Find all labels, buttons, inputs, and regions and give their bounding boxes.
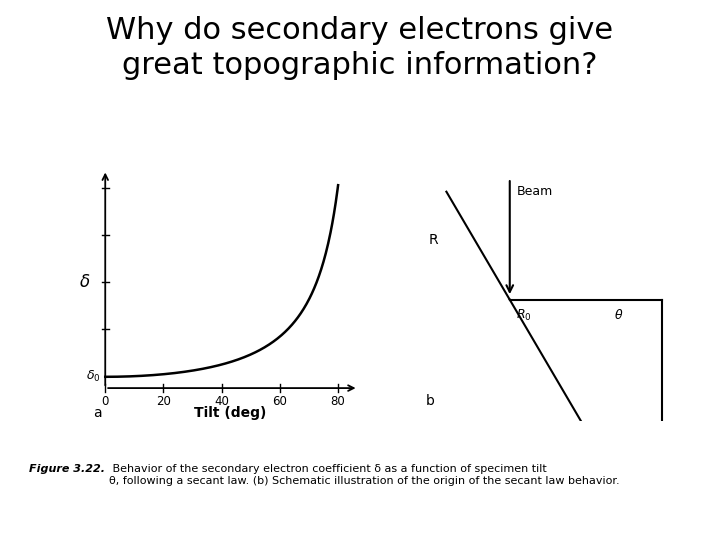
Text: Figure 3.22.: Figure 3.22. <box>29 464 105 475</box>
Text: 40: 40 <box>215 395 229 408</box>
Text: 60: 60 <box>272 395 287 408</box>
Text: Behavior of the secondary electron coefficient δ as a function of specimen tilt
: Behavior of the secondary electron coeff… <box>109 464 620 486</box>
Text: $\delta_0$: $\delta_0$ <box>86 369 101 384</box>
Text: a: a <box>94 406 102 420</box>
Text: 0: 0 <box>102 395 109 408</box>
Text: b: b <box>426 394 435 408</box>
Text: R: R <box>428 233 438 247</box>
Text: Why do secondary electrons give
great topographic information?: Why do secondary electrons give great to… <box>107 16 613 80</box>
Text: Tilt (deg): Tilt (deg) <box>194 406 266 420</box>
Text: $R_0$: $R_0$ <box>516 308 531 323</box>
Text: 80: 80 <box>330 395 346 408</box>
Text: 20: 20 <box>156 395 171 408</box>
Text: $\theta$: $\theta$ <box>614 308 624 322</box>
Text: Beam: Beam <box>517 185 553 198</box>
Text: $\delta$: $\delta$ <box>79 273 91 291</box>
